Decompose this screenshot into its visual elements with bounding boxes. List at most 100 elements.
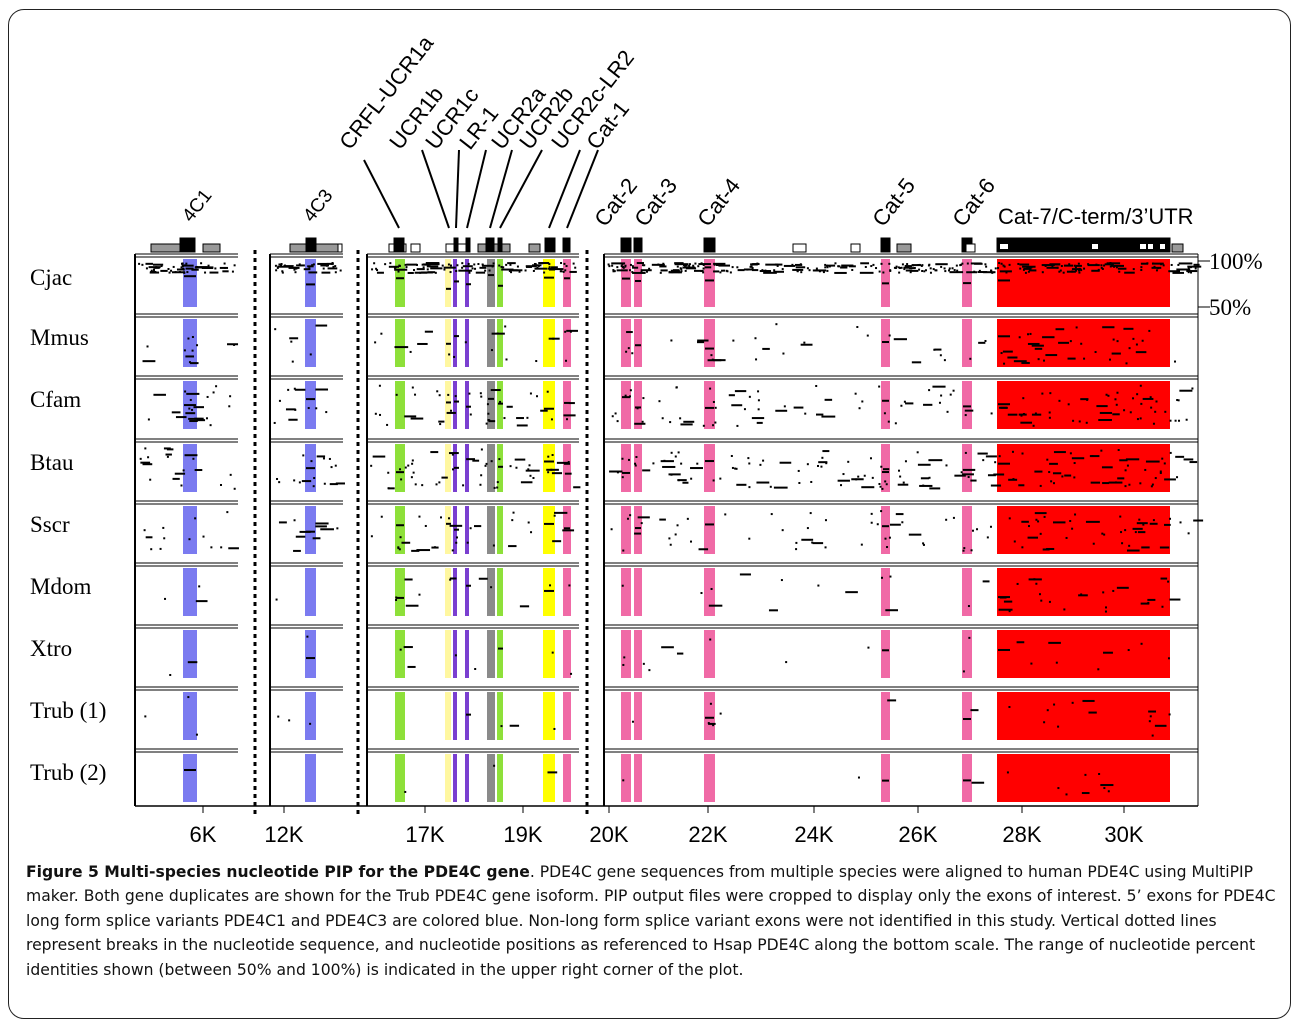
pip-dot	[527, 521, 530, 524]
exon-label: Cat-2	[589, 173, 642, 231]
pip-dot	[984, 339, 987, 342]
pip-dot	[1185, 418, 1188, 421]
pip-dot	[1120, 531, 1123, 534]
pip-dot	[564, 527, 570, 530]
pip-dot	[622, 663, 625, 666]
pip-dot	[278, 399, 281, 402]
pip-dot	[143, 529, 146, 532]
pip-dot	[718, 264, 731, 267]
pip-dot	[785, 661, 788, 664]
pip-dot	[769, 485, 772, 488]
pip-dot	[696, 462, 699, 465]
pip-dot	[296, 264, 305, 267]
pip-dot	[1169, 419, 1172, 422]
pip-dot	[378, 384, 381, 387]
exon-band	[997, 319, 1170, 367]
species-row: Mmus	[30, 313, 1198, 367]
pip-dot	[212, 391, 215, 394]
pip-dot	[294, 388, 306, 391]
pip-dot	[670, 451, 673, 454]
pip-dot	[376, 269, 379, 272]
pip-dot	[989, 525, 992, 528]
pip-dot	[869, 457, 872, 460]
pip-dot	[146, 345, 149, 348]
pip-dot	[280, 263, 283, 266]
pip-dot	[861, 486, 875, 489]
pip-dot	[315, 407, 318, 410]
pip-dot	[466, 713, 471, 716]
pip-dot	[676, 265, 679, 268]
exon-band	[704, 506, 715, 554]
pip-dot	[686, 517, 689, 520]
exon-band	[543, 754, 555, 802]
pip-dot	[498, 458, 501, 461]
pip-dot	[719, 271, 722, 274]
pip-dot	[929, 267, 932, 270]
pip-dot	[736, 266, 739, 269]
pip-dot	[812, 542, 824, 545]
pip-dot	[527, 468, 530, 471]
pip-dot	[1098, 773, 1101, 776]
pip-figure: 4C1 4C3CRFL-UCR1aUCR1bUCR1cLR-1UCR2aUCR2b…	[30, 30, 1263, 847]
pip-dot	[708, 722, 716, 725]
pip-dot	[1153, 265, 1156, 268]
pip-dot	[1027, 333, 1030, 336]
exon-band	[704, 630, 715, 678]
exon-band	[962, 754, 972, 802]
pip-dot	[456, 264, 459, 267]
pip-dot	[998, 262, 1001, 265]
pip-dot	[1061, 475, 1064, 478]
pip-dot	[1179, 521, 1182, 524]
pip-dot	[488, 420, 496, 423]
gene-structure-mark	[1140, 244, 1146, 249]
pip-dot	[810, 480, 813, 483]
pip-dot	[1022, 265, 1036, 268]
pip-dot	[679, 417, 682, 420]
pip-dot	[884, 480, 887, 483]
pip-dot	[1027, 342, 1040, 345]
pip-dot	[1109, 358, 1112, 361]
pip-dot	[918, 268, 921, 271]
pip-dot	[709, 387, 712, 390]
pip-dot	[438, 420, 445, 423]
pip-dot	[895, 513, 904, 516]
pip-dot	[438, 394, 441, 397]
pip-dot	[1002, 350, 1013, 353]
pip-dot	[1160, 577, 1168, 580]
exon-band	[962, 630, 972, 678]
pip-dot	[702, 424, 705, 427]
pip-dot	[374, 341, 377, 344]
pip-dot	[1075, 269, 1078, 272]
pip-dot	[1052, 472, 1062, 475]
gene-structure-block	[850, 243, 861, 253]
pip-dot	[469, 527, 472, 530]
pip-dot	[626, 517, 629, 520]
pip-dot	[277, 715, 280, 718]
pip-dot	[192, 457, 195, 460]
pip-dot	[894, 422, 897, 425]
pip-dot	[548, 266, 551, 269]
pip-dot	[449, 578, 452, 581]
pip-dot	[223, 262, 226, 265]
pip-dot	[616, 266, 619, 269]
pip-dot	[714, 421, 717, 424]
pip-dot	[302, 454, 305, 457]
pip-dot	[484, 269, 487, 272]
gene-structure-block	[337, 243, 343, 253]
exon-band	[634, 754, 642, 802]
pip-dot	[1169, 451, 1172, 454]
pip-dot	[773, 269, 776, 272]
pip-dot	[512, 511, 515, 514]
pip-dot	[334, 464, 337, 467]
pip-dot	[171, 271, 186, 274]
pip-dot	[427, 271, 436, 274]
pip-dot	[631, 352, 634, 355]
exon-band	[881, 630, 890, 678]
pip-dot	[1046, 458, 1049, 461]
pip-dot	[860, 262, 870, 265]
pip-dot	[990, 484, 1002, 487]
pip-dot	[1069, 340, 1072, 343]
pip-dot	[532, 477, 535, 480]
pip-dot	[544, 589, 554, 592]
pip-dot	[712, 424, 715, 427]
